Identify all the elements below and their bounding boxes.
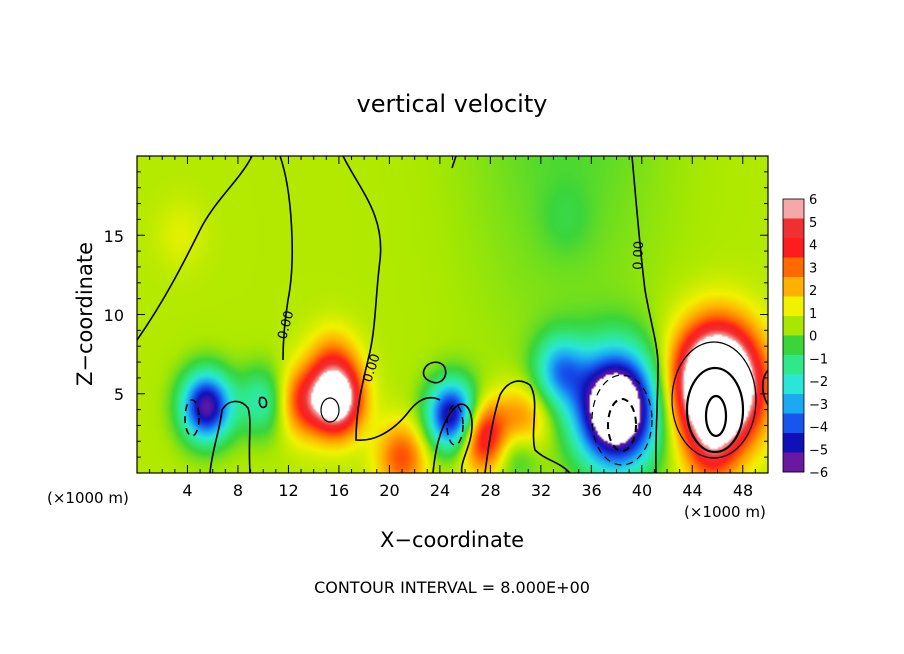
contour-zero-line xyxy=(209,400,251,473)
heatmap-field xyxy=(137,156,768,473)
colorbar-tick-label: 2 xyxy=(809,284,817,299)
colorbar-swatch xyxy=(783,335,804,356)
colorbar-tick-label: 0 xyxy=(809,330,817,345)
colorbar xyxy=(782,198,805,473)
colorbar-tick-label: −5 xyxy=(809,443,828,458)
contour-zero-line xyxy=(258,396,268,409)
x-tick-label: 12 xyxy=(278,481,298,500)
contour-positive xyxy=(704,394,728,438)
colorbar-tick-label: −2 xyxy=(809,375,828,390)
colorbar-swatch xyxy=(783,452,804,473)
colorbar-swatch xyxy=(783,199,804,219)
colorbar-frame xyxy=(782,198,805,473)
colorbar-tick-label: 3 xyxy=(809,261,817,276)
colorbar-swatch xyxy=(783,394,804,414)
contour-zero-line xyxy=(422,361,447,384)
axis-ticks xyxy=(137,156,768,473)
contour-zero-line xyxy=(342,156,441,441)
contour-negative xyxy=(591,374,653,466)
x-tick-label: 44 xyxy=(682,481,702,500)
x-tick-label: 4 xyxy=(182,481,192,500)
contour-positive xyxy=(685,366,745,454)
contour-label: 0.00 xyxy=(275,309,297,341)
colorbar-tick-label: 1 xyxy=(809,307,817,322)
chart-title: vertical velocity xyxy=(357,90,548,118)
colorbar-tick-label: −3 xyxy=(809,398,828,413)
contour-zero-line xyxy=(631,156,659,473)
colorbar-swatch xyxy=(783,238,804,258)
x-unit-right: (×1000 m) xyxy=(684,503,766,521)
contour-zero-line xyxy=(451,156,457,169)
x-tick-label: 20 xyxy=(379,481,399,500)
colorbar-tick-label: 4 xyxy=(809,239,817,254)
y-tick-label: 5 xyxy=(114,385,124,404)
colorbar-tick-label: 5 xyxy=(809,216,817,231)
colorbar-swatch xyxy=(783,413,804,434)
contour-zero-line xyxy=(484,380,571,473)
contour-positive xyxy=(320,397,340,423)
contour-negative xyxy=(607,398,637,452)
x-tick-label: 24 xyxy=(430,481,450,500)
colorbar-swatch xyxy=(783,296,804,317)
contour-negative xyxy=(184,399,200,437)
colorbar-swatch xyxy=(783,316,804,336)
colorbar-swatch xyxy=(783,433,804,453)
colorbar-labels: 6 5 4 3 2 1 0 −1 −2 −3 −4 −5 −6 xyxy=(809,193,828,481)
x-unit-left: (×1000 m) xyxy=(47,489,129,507)
contour-label: 0.00 xyxy=(631,241,647,270)
y-axis-title: Z−coordinate xyxy=(73,242,97,386)
x-tick-label: 36 xyxy=(581,481,601,500)
colorbar-tick-label: −1 xyxy=(809,352,828,367)
colorbar-swatch xyxy=(783,374,804,395)
y-tick-label: 10 xyxy=(104,306,124,325)
x-tick-label: 8 xyxy=(233,481,243,500)
contour-lines xyxy=(137,156,768,473)
colorbar-tick-label: 6 xyxy=(809,193,817,208)
contour-zero-line xyxy=(761,369,768,406)
contour-zero-line xyxy=(279,156,293,361)
colorbar-tick-label: −4 xyxy=(809,421,828,436)
colorbar-swatch xyxy=(783,277,804,297)
x-tick-label: 16 xyxy=(329,481,349,500)
x-tick-label: 32 xyxy=(531,481,551,500)
contour-zero-line xyxy=(432,403,473,473)
colorbar-swatch xyxy=(783,257,804,278)
colorbar-swatch xyxy=(783,355,804,375)
x-tick-label: 48 xyxy=(733,481,753,500)
x-tick-label: 40 xyxy=(632,481,652,500)
x-axis-title: X−coordinate xyxy=(380,528,524,552)
colorbar-tick-label: −6 xyxy=(809,466,828,481)
x-tick-label: 28 xyxy=(480,481,500,500)
contour-positive xyxy=(671,341,757,459)
contour-zero-line xyxy=(137,156,253,341)
contour-negative xyxy=(446,404,464,446)
colorbar-swatch xyxy=(783,218,804,239)
contour-interval-note: CONTOUR INTERVAL = 8.000E+00 xyxy=(314,578,590,597)
y-tick-label: 15 xyxy=(104,227,124,246)
